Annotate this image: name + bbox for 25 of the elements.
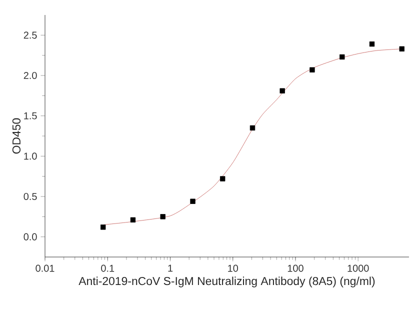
- point: [250, 125, 256, 131]
- point: [310, 67, 315, 72]
- y-tick-label: 0.5: [24, 192, 37, 200]
- point: [369, 41, 375, 47]
- x-tick-label: 0.01: [36, 264, 54, 272]
- point: [340, 54, 345, 60]
- y-axis-title: OD450: [12, 118, 21, 154]
- y-tick-label: 0.0: [24, 233, 37, 240]
- point: [190, 198, 196, 204]
- y-tick-label: 2.0: [24, 72, 37, 80]
- point: [280, 88, 285, 94]
- point: [100, 224, 106, 230]
- y-tick-label: 2.5: [24, 32, 37, 39]
- point: [399, 46, 404, 52]
- x-tick-label: 1000: [348, 264, 369, 272]
- point: [130, 217, 136, 222]
- y-tick-label: 1.5: [24, 112, 37, 120]
- x-tick-label: 10: [228, 264, 238, 272]
- point: [220, 176, 226, 182]
- y-tick-label: 1.0: [24, 152, 37, 160]
- x-axis-title: Anti-2019-nCoV S-IgM Neutralizing Antibody (8A5) (ng/ml): [78, 276, 375, 288]
- point: [160, 214, 166, 220]
- x-tick-label: 1: [168, 264, 173, 272]
- x-tick-label: 100: [288, 264, 304, 272]
- x-tick-label: 0.1: [101, 264, 114, 272]
